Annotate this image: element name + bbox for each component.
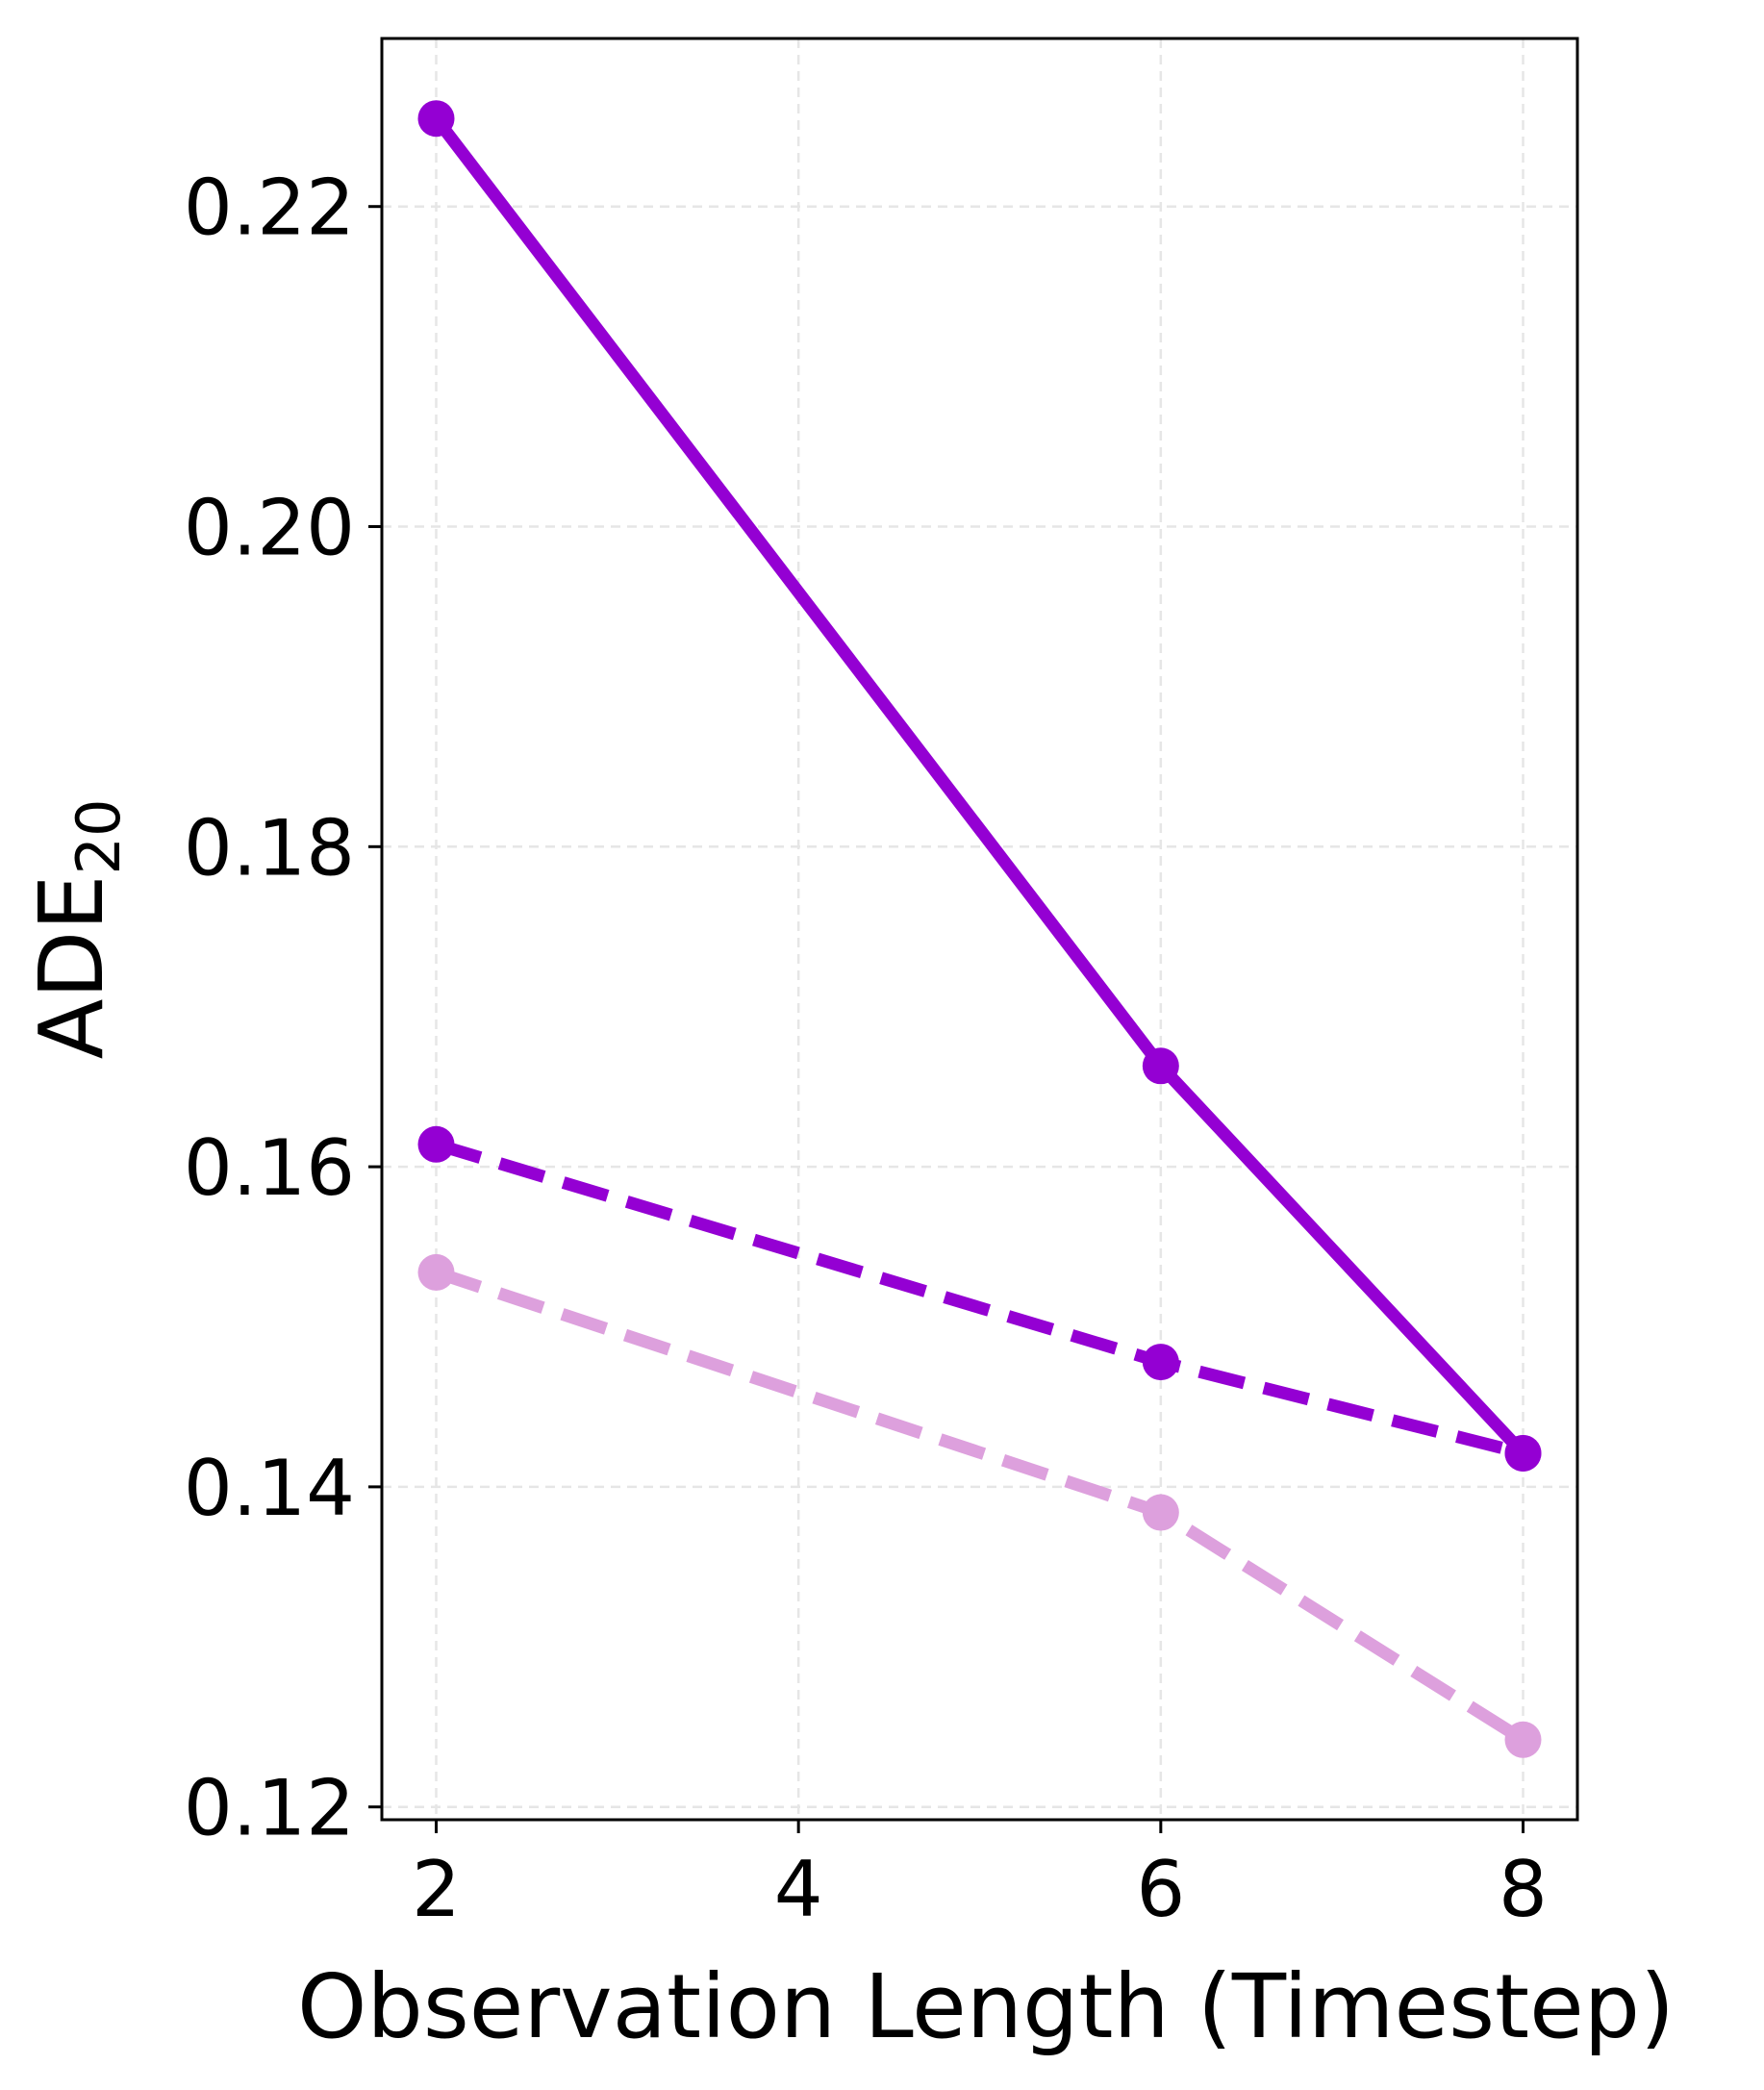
y-tick-label: 0.22 [184,164,355,253]
y-axis: 0.12 0.14 0.16 0.18 0.20 0.22 [184,164,382,1853]
y-tick-label: 0.14 [184,1444,355,1533]
data-point [1142,1344,1179,1381]
x-axis-label: Observation Length (Timestep) [297,1955,1675,2058]
y-tick-label: 0.18 [184,803,355,893]
x-tick-label: 6 [1136,1845,1185,1934]
y-axis-label-subscript: 20 [63,799,134,875]
series-line [434,1266,1526,1746]
data-point [417,1253,455,1291]
y-tick-label: 0.20 [184,484,355,573]
series-2 [417,1125,1542,1472]
x-tick-label: 4 [774,1845,823,1934]
data-point [1504,1434,1542,1472]
data-point [1142,1494,1179,1531]
x-tick-label: 8 [1499,1845,1548,1934]
series-layer [417,100,1542,1758]
y-tick-label: 0.12 [184,1764,355,1853]
data-point [417,1125,455,1163]
x-axis: 2 4 6 8 [412,1820,1548,1934]
data-point [1504,1721,1542,1758]
y-axis-label-main: ADE [20,875,123,1060]
series-line [434,1138,1525,1460]
y-axis-label: ADE20 [20,799,134,1060]
plot-frame [380,37,1579,1822]
y-tick-label: 0.16 [184,1123,355,1213]
data-point [1142,1047,1179,1085]
series-line [431,114,1528,1458]
series-3 [417,1253,1542,1758]
data-point [417,100,455,138]
x-tick-label: 2 [412,1845,461,1934]
series-1 [417,100,1542,1472]
grid-lines [382,38,1577,1820]
